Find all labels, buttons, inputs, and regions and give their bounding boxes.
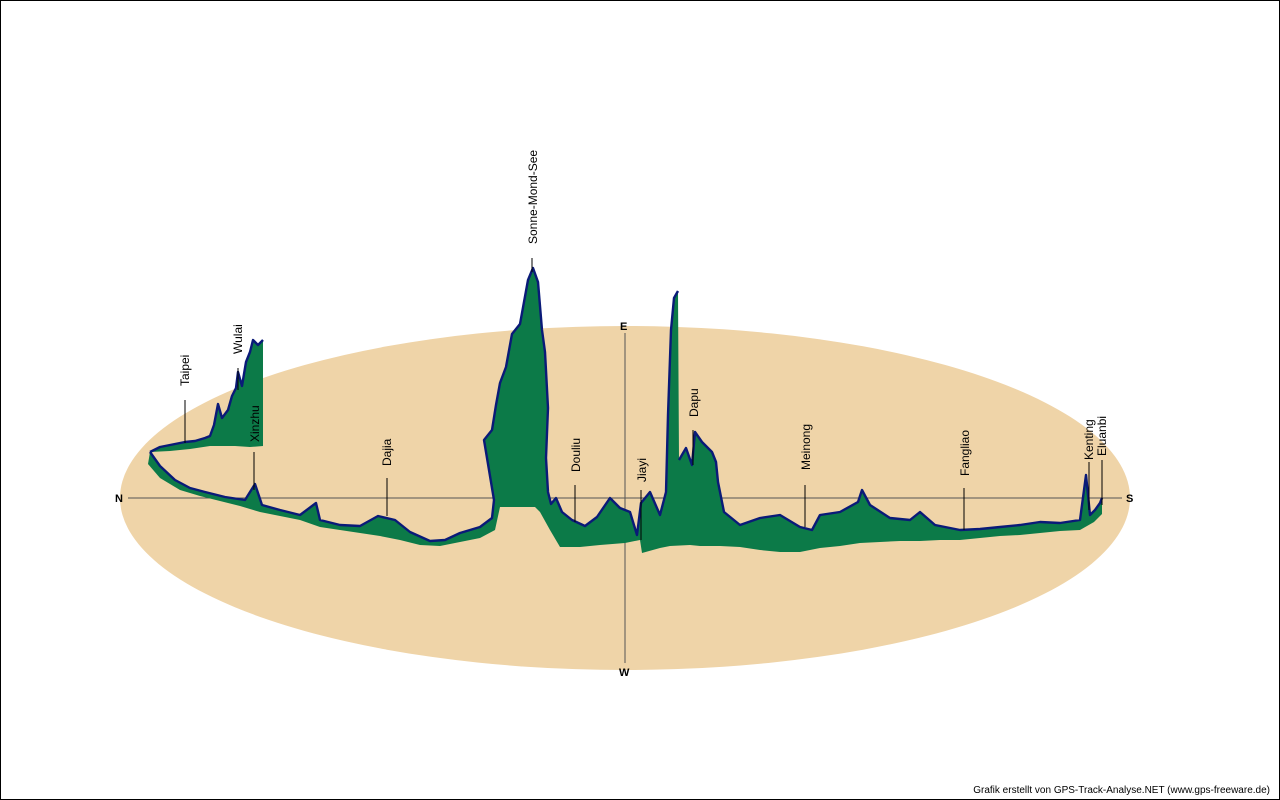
place-label-kenting: Kenting xyxy=(1082,419,1096,460)
place-label-wulai: Wulai xyxy=(231,324,245,354)
place-label-sonne-mond-see: Sonne-Mond-See xyxy=(526,150,540,244)
profile-line-main xyxy=(149,266,680,543)
profile-fill-north xyxy=(150,340,263,452)
place-label-xinzhu: Xinzhu xyxy=(248,405,262,442)
place-label-dapu: Dapu xyxy=(687,388,701,417)
compass-north: N xyxy=(115,493,123,505)
compass-east: E xyxy=(620,321,627,333)
place-label-jiayi: Jiayi xyxy=(635,458,649,482)
profile-line-north xyxy=(149,338,264,454)
place-label-fangliao: Fangliao xyxy=(958,430,972,476)
profile-line-south xyxy=(677,430,1104,532)
credit-text: Grafik erstellt von GPS-Track-Analyse.NE… xyxy=(973,785,1270,796)
place-label-meinong: Meinong xyxy=(799,424,813,470)
place-label-taipei: Taipei xyxy=(178,355,192,386)
place-label-dajia: Dajia xyxy=(380,438,394,466)
compass-south: S xyxy=(1126,493,1133,505)
place-label-eluanbi: Eluanbi xyxy=(1095,416,1109,456)
place-label-douliu: Douliu xyxy=(569,438,583,472)
compass-west: W xyxy=(619,667,630,679)
